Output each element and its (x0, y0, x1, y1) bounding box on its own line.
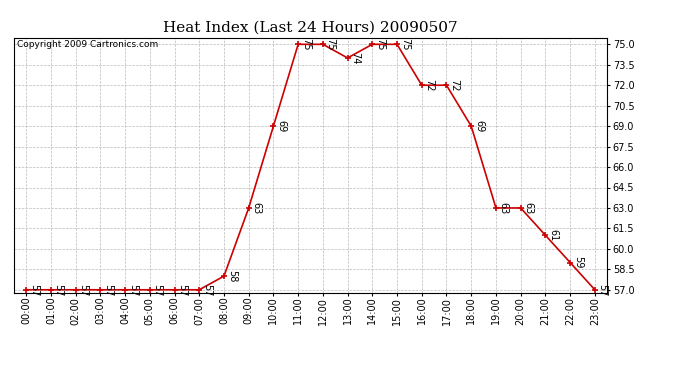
Text: 57: 57 (29, 284, 39, 296)
Text: 58: 58 (227, 270, 237, 282)
Text: 59: 59 (573, 256, 583, 268)
Text: 57: 57 (54, 284, 63, 296)
Text: 57: 57 (177, 284, 187, 296)
Text: 57: 57 (79, 284, 88, 296)
Text: 75: 75 (301, 38, 311, 51)
Text: 74: 74 (351, 52, 360, 64)
Title: Heat Index (Last 24 Hours) 20090507: Heat Index (Last 24 Hours) 20090507 (164, 21, 457, 35)
Text: 63: 63 (499, 202, 509, 214)
Text: 57: 57 (103, 284, 113, 296)
Text: 72: 72 (449, 79, 460, 92)
Text: 75: 75 (326, 38, 335, 51)
Text: 57: 57 (202, 284, 212, 296)
Text: Copyright 2009 Cartronics.com: Copyright 2009 Cartronics.com (17, 40, 158, 49)
Text: 72: 72 (424, 79, 435, 92)
Text: 57: 57 (152, 284, 163, 296)
Text: 75: 75 (400, 38, 410, 51)
Text: 75: 75 (375, 38, 385, 51)
Text: 61: 61 (548, 229, 558, 242)
Text: 69: 69 (276, 120, 286, 132)
Text: 63: 63 (251, 202, 262, 214)
Text: 57: 57 (598, 284, 608, 296)
Text: 69: 69 (474, 120, 484, 132)
Text: 57: 57 (128, 284, 138, 296)
Text: 63: 63 (524, 202, 533, 214)
